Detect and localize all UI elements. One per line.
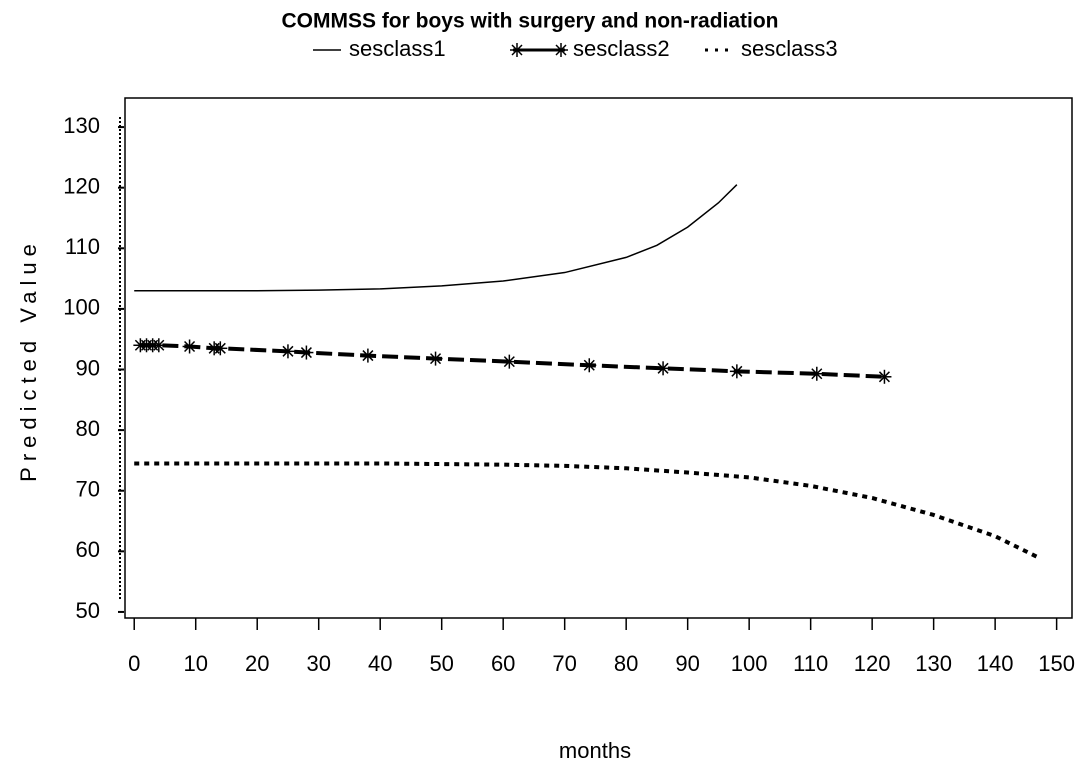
x-tick-label: 100 (731, 651, 768, 676)
x-tick-label: 80 (614, 651, 638, 676)
marker-stroke (511, 44, 523, 56)
marker (582, 358, 597, 373)
y-tick-label: 120 (63, 174, 100, 199)
y-tick-label: 80 (76, 416, 100, 441)
x-tick-label: 90 (675, 651, 699, 676)
marker (809, 366, 824, 381)
x-tick-label: 20 (245, 651, 269, 676)
marker-stroke (583, 359, 595, 371)
x-tick-label: 30 (306, 651, 330, 676)
marker (428, 351, 443, 366)
x-tick-label: 140 (977, 651, 1014, 676)
x-tick-label: 130 (915, 651, 952, 676)
x-axis-label: months (559, 738, 631, 763)
y-tick-label: 90 (76, 355, 100, 380)
chart-title: COMMSS for boys with surgery and non-rad… (281, 10, 778, 33)
y-tick-label: 130 (63, 113, 100, 138)
marker (182, 339, 197, 354)
marker-stroke (184, 340, 196, 353)
x-tick-label: 70 (552, 651, 576, 676)
marker-stroke (153, 339, 165, 351)
y-tick-label: 110 (65, 234, 100, 259)
marker (656, 361, 671, 376)
marker-stroke (731, 365, 743, 377)
plot-frame (124, 97, 1073, 619)
marker (877, 369, 892, 384)
x-tick-label: 110 (793, 651, 828, 676)
series-line (134, 461, 1040, 560)
marker (299, 345, 314, 360)
marker (280, 344, 295, 359)
marker-stroke (430, 353, 442, 365)
x-tick-label: 60 (491, 651, 515, 676)
marker-stroke (282, 345, 294, 357)
x-tick-label: 150 (1038, 651, 1075, 676)
x-tick-label: 0 (128, 651, 140, 676)
marker-stroke (362, 350, 374, 362)
y-axis-label: Predicted Value (16, 238, 41, 482)
legend-label: sesclass3 (741, 36, 838, 61)
marker-stroke (657, 362, 669, 374)
marker (151, 338, 166, 353)
x-tick-label: 50 (429, 651, 453, 676)
series-line (134, 184, 738, 292)
y-tick-label: 70 (76, 477, 100, 502)
legend-marker (510, 43, 568, 57)
x-tick-label: 120 (854, 651, 891, 676)
marker-stroke (300, 347, 312, 359)
marker (729, 364, 744, 379)
marker-stroke (878, 371, 890, 383)
y-tick-label: 60 (76, 537, 100, 562)
marker-stroke (214, 342, 226, 354)
marker-stroke (503, 356, 515, 368)
marker (360, 348, 375, 363)
x-tick-label: 40 (368, 651, 392, 676)
marker (502, 354, 517, 369)
marker-stroke (811, 368, 823, 380)
legend-label: sesclass2 (573, 36, 670, 61)
marker (213, 341, 228, 356)
legend-label: sesclass1 (349, 36, 446, 61)
y-tick-label: 100 (63, 295, 100, 320)
x-tick-label: 10 (183, 651, 207, 676)
y-tick-label: 50 (76, 598, 100, 623)
marker-stroke (555, 44, 567, 56)
